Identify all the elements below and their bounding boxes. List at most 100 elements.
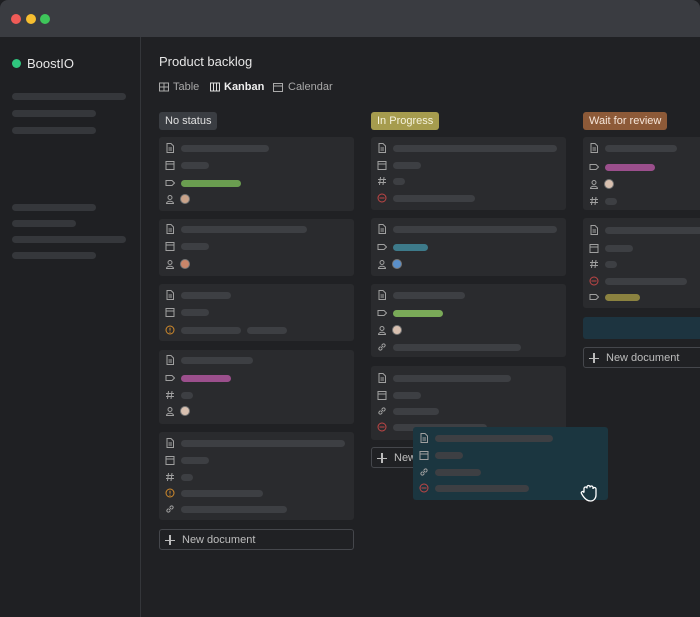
new-document-button[interactable]: New document — [159, 529, 354, 550]
placeholder-bar — [181, 308, 209, 316]
sidebar-item — [12, 110, 96, 117]
placeholder-bar — [181, 326, 241, 334]
placeholder-bar — [181, 391, 193, 399]
label-bar — [605, 163, 655, 171]
minimize-button[interactable] — [26, 14, 36, 24]
doc-icon — [166, 438, 174, 448]
placeholder-bar — [181, 456, 209, 464]
doc-icon — [378, 290, 386, 300]
table-icon — [159, 82, 169, 92]
sidebar-item — [12, 93, 126, 100]
placeholder-bar — [393, 407, 439, 415]
hash-icon — [166, 472, 174, 482]
placeholder-bar — [435, 451, 463, 459]
column-label: In Progress — [371, 112, 440, 130]
title-bar — [0, 0, 700, 37]
calendar-icon — [273, 83, 283, 92]
placeholder-bar — [181, 144, 269, 152]
placeholder-bar — [393, 194, 475, 202]
placeholder-bar — [435, 468, 481, 476]
label-bar — [605, 293, 640, 301]
placeholder-bar — [393, 161, 421, 169]
label-bar — [393, 243, 428, 251]
label-bar — [393, 309, 443, 317]
cal-icon — [377, 161, 387, 170]
label-bar — [181, 179, 241, 187]
doc-icon — [166, 143, 174, 153]
cal-icon — [165, 456, 175, 465]
block-icon — [419, 483, 429, 493]
status-dot — [12, 59, 21, 68]
hash-icon — [590, 196, 598, 206]
link-icon — [378, 407, 386, 415]
tag-icon — [377, 244, 387, 250]
placeholder-bar — [393, 343, 521, 351]
avatar — [180, 194, 190, 204]
tag-icon — [589, 294, 599, 300]
block-icon — [377, 422, 387, 432]
hash-icon — [166, 390, 174, 400]
placeholder-bar — [393, 291, 465, 299]
new-document-button[interactable]: New document — [583, 347, 700, 368]
placeholder-bar — [181, 242, 209, 250]
grab-cursor — [580, 484, 597, 502]
doc-icon — [166, 355, 174, 365]
doc-icon — [378, 224, 386, 234]
plus-icon — [169, 535, 171, 545]
app-name[interactable]: BoostIO — [27, 56, 74, 71]
avatar — [392, 259, 402, 269]
avatar — [392, 325, 402, 335]
placeholder-bar — [605, 197, 617, 205]
sidebar-item — [12, 204, 96, 211]
tag-icon — [165, 375, 175, 381]
column-label: No status — [159, 112, 218, 130]
view-tab-active[interactable]: Kanban — [224, 81, 265, 93]
avatar — [180, 406, 190, 416]
page-title: Product backlog — [159, 54, 253, 69]
placeholder-bar — [393, 225, 557, 233]
placeholder-bar — [605, 277, 687, 285]
close-button[interactable] — [11, 14, 21, 24]
cal-icon — [165, 308, 175, 317]
placeholder-bar — [181, 473, 193, 481]
placeholder-bar — [181, 439, 345, 447]
placeholder-bar — [605, 144, 677, 152]
placeholder-bar — [435, 484, 529, 492]
placeholder-bar — [181, 505, 287, 513]
tag-icon — [589, 164, 599, 170]
cal-icon — [377, 391, 387, 400]
tag-icon — [377, 310, 387, 316]
placeholder-bar — [181, 161, 209, 169]
doc-icon — [166, 224, 174, 234]
view-tab[interactable]: Calendar — [288, 81, 333, 93]
doc-icon — [590, 143, 598, 153]
kanban-icon — [210, 82, 220, 92]
placeholder-bar — [181, 356, 253, 364]
block-icon — [377, 193, 387, 203]
view-tab[interactable]: Table — [173, 81, 200, 93]
user-icon — [165, 260, 175, 269]
plus-icon — [381, 453, 383, 463]
placeholder-bar — [181, 225, 307, 233]
sidebar — [0, 37, 141, 617]
placeholder-bar — [393, 391, 421, 399]
user-icon — [165, 195, 175, 204]
warn-icon — [165, 488, 175, 498]
placeholder-bar — [181, 291, 231, 299]
placeholder-bar — [435, 434, 553, 442]
doc-icon — [420, 433, 428, 443]
cal-icon — [165, 161, 175, 170]
user-icon — [377, 326, 387, 335]
placeholder-bar — [181, 489, 263, 497]
placeholder-bar — [393, 374, 511, 382]
label-bar — [181, 374, 231, 382]
maximize-button[interactable] — [40, 14, 50, 24]
sidebar-item — [12, 127, 96, 134]
cal-icon — [589, 244, 599, 253]
tag-icon — [165, 180, 175, 186]
placeholder-bar — [393, 177, 405, 185]
doc-icon — [378, 373, 386, 383]
hash-icon — [590, 259, 598, 269]
user-icon — [377, 260, 387, 269]
doc-icon — [166, 290, 174, 300]
